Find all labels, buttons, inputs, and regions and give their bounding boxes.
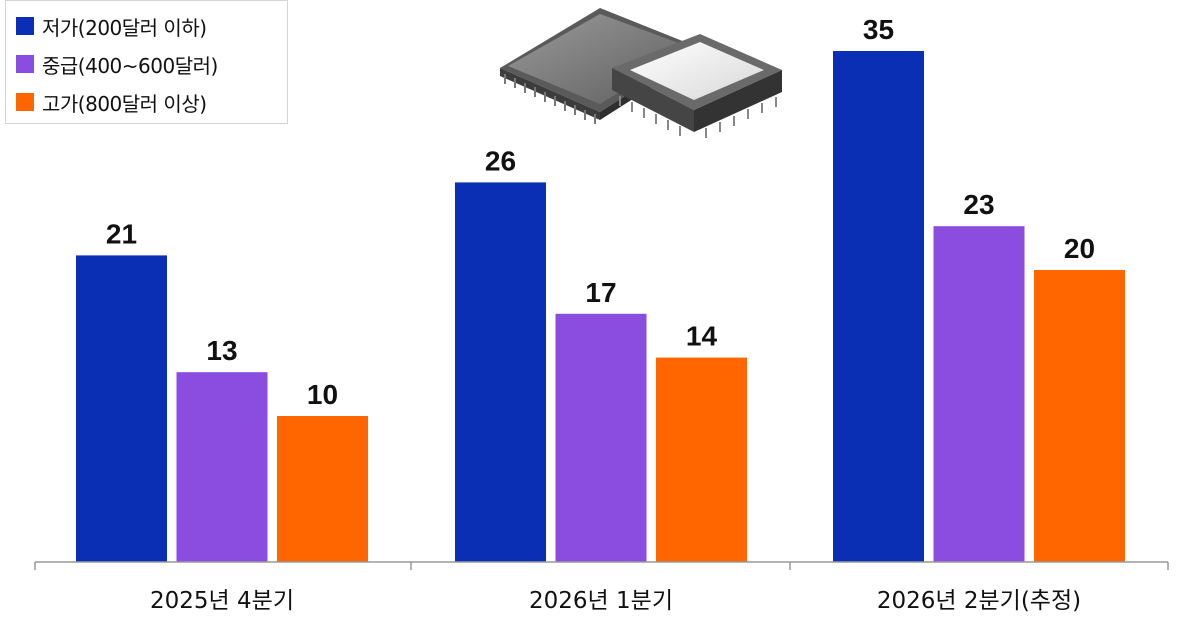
- legend-item-mid: 중급(400~600달러): [16, 45, 287, 83]
- x-axis-ticks: [34, 562, 1169, 570]
- data-label-1-1: 17: [585, 277, 616, 308]
- bar-2-0: [833, 51, 924, 562]
- data-label-2-1: 23: [963, 189, 994, 220]
- category-labels-layer: 2025년 4분기 2026년 1분기 2026년 2분기(추정): [150, 588, 1081, 614]
- data-label-2-0: 35: [863, 14, 894, 45]
- legend-item-low: 저가(200달러 이하): [16, 7, 287, 45]
- legend-label-high: 고가(800달러 이상): [42, 91, 207, 116]
- bar-0-1: [176, 372, 268, 562]
- value-labels-layer: 21 13 10 26 17 14 35 23 20: [106, 14, 1095, 410]
- legend: 저가(200달러 이하) 중급(400~600달러) 고가(800달러 이상): [5, 0, 288, 124]
- bar-1-1: [555, 313, 647, 562]
- data-label-0-2: 10: [307, 379, 338, 410]
- bar-2-1: [933, 226, 1025, 562]
- data-label-1-2: 14: [686, 321, 718, 352]
- legend-label-low: 저가(200달러 이하): [42, 15, 207, 40]
- legend-swatch-high: [16, 93, 34, 111]
- bar-0-2: [277, 416, 368, 562]
- data-label-0-1: 13: [206, 335, 237, 366]
- category-label-2: 2026년 2분기(추정): [877, 588, 1081, 614]
- cpu-chip-icon: [500, 8, 782, 138]
- data-label-0-0: 21: [106, 218, 137, 249]
- bar-1-2: [656, 357, 747, 562]
- bar-1-0: [455, 182, 546, 562]
- legend-label-mid: 중급(400~600달러): [42, 53, 218, 78]
- data-label-1-0: 26: [485, 145, 516, 176]
- category-label-1: 2026년 1분기: [529, 588, 673, 614]
- bar-2-2: [1034, 270, 1125, 562]
- legend-swatch-mid: [16, 55, 34, 73]
- bar-0-0: [76, 255, 167, 562]
- legend-swatch-low: [16, 17, 34, 35]
- legend-item-high: 고가(800달러 이상): [16, 83, 287, 121]
- bars-layer: [76, 51, 1125, 562]
- category-label-0: 2025년 4분기: [150, 588, 294, 614]
- data-label-2-2: 20: [1064, 233, 1095, 264]
